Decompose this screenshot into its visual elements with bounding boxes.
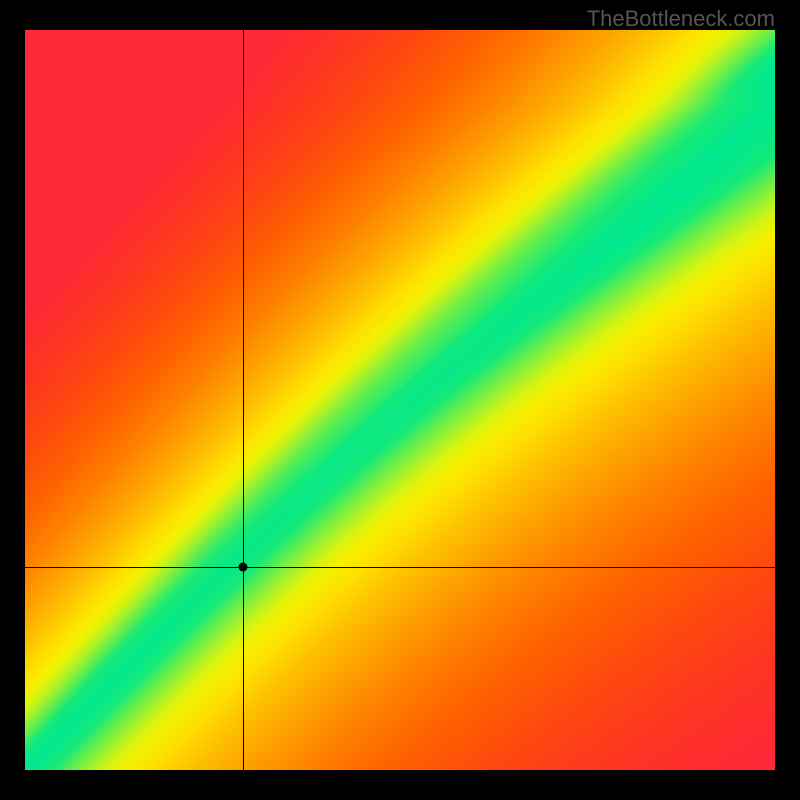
- crosshair-vertical: [243, 30, 244, 770]
- container: TheBottleneck.com: [0, 0, 800, 800]
- watermark-text: TheBottleneck.com: [587, 6, 775, 32]
- crosshair-horizontal: [25, 567, 775, 568]
- marker-dot: [238, 562, 247, 571]
- heatmap-canvas: [25, 30, 775, 770]
- chart-area: [25, 30, 775, 770]
